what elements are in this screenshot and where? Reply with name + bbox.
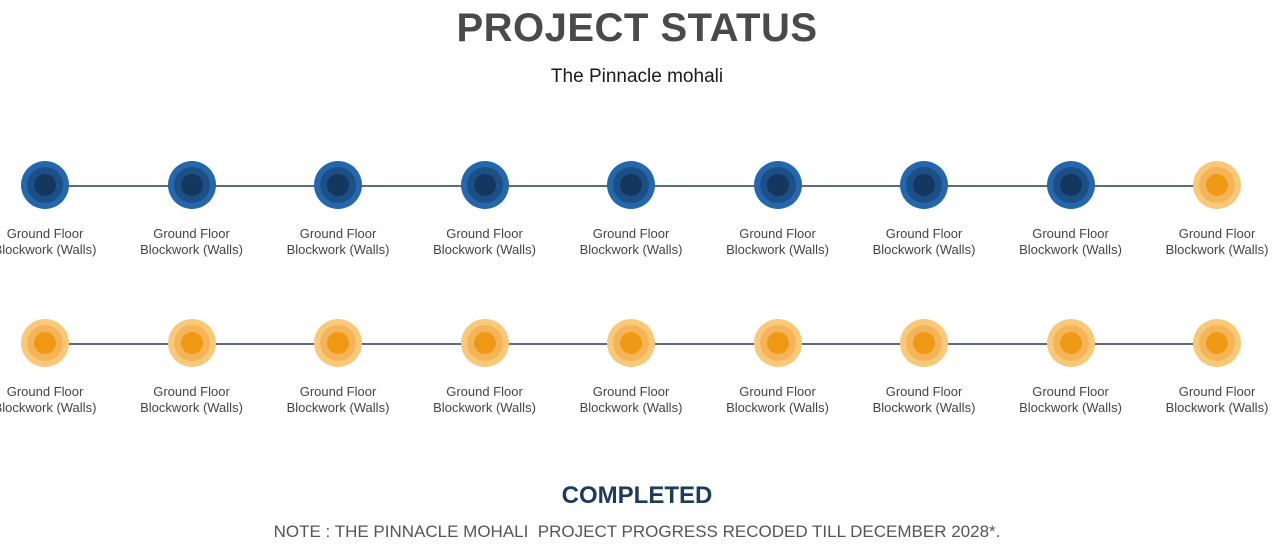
timeline-step: Ground Floor Blockwork (Walls) [718, 161, 838, 258]
timeline-step: Ground Floor Blockwork (Walls) [1157, 319, 1274, 416]
timeline-step: Ground Floor Blockwork (Walls) [1011, 319, 1131, 416]
step-label-line2: Blockwork (Walls) [872, 400, 976, 415]
pending-milestone-icon [607, 319, 655, 367]
step-label-line2: Blockwork (Walls) [1019, 242, 1122, 257]
completed-milestone-icon [1046, 161, 1095, 209]
step-label: Ground Floor Blockwork (Walls) [425, 384, 545, 416]
pending-milestone-icon [21, 319, 69, 367]
pending-milestone-icon [1193, 161, 1241, 209]
step-label: Ground Floor Blockwork (Walls) [571, 384, 691, 416]
step-label-line1: Ground Floor [885, 226, 963, 241]
step-label-line2: Blockwork (Walls) [0, 242, 97, 257]
step-label-line1: Ground Floor [446, 226, 523, 241]
step-label-line2: Blockwork (Walls) [433, 400, 536, 415]
timeline-step: Ground Floor Blockwork (Walls) [1011, 161, 1131, 258]
step-label-line1: Ground Floor [299, 384, 377, 399]
step-label-line1: Ground Floor [592, 226, 670, 241]
step-label-line2: Blockwork (Walls) [0, 400, 97, 415]
step-label-line1: Ground Floor [299, 226, 377, 241]
completed-milestone-icon [314, 161, 362, 209]
timeline-step: Ground Floor Blockwork (Walls) [864, 319, 984, 416]
pending-milestone-icon [1193, 319, 1241, 367]
step-label-line2: Blockwork (Walls) [140, 242, 243, 257]
step-label: Ground Floor Blockwork (Walls) [864, 226, 984, 258]
timeline-step: Ground Floor Blockwork (Walls) [0, 319, 105, 416]
timeline-step: Ground Floor Blockwork (Walls) [278, 161, 398, 258]
step-label-line1: Ground Floor [592, 384, 670, 399]
step-label-line1: Ground Floor [1178, 226, 1256, 241]
timeline-step: Ground Floor Blockwork (Walls) [1157, 161, 1274, 258]
timeline-step: Ground Floor Blockwork (Walls) [0, 161, 105, 258]
step-label-line2: Blockwork (Walls) [286, 400, 390, 415]
step-label-line2: Blockwork (Walls) [726, 400, 829, 415]
step-label: Ground Floor Blockwork (Walls) [1011, 226, 1131, 258]
step-label-line2: Blockwork (Walls) [1165, 242, 1269, 257]
step-label: Ground Floor Blockwork (Walls) [0, 384, 105, 416]
pending-milestone-icon [1046, 319, 1095, 367]
timeline-step: Ground Floor Blockwork (Walls) [425, 319, 545, 416]
step-label-line2: Blockwork (Walls) [286, 242, 390, 257]
completion-status: COMPLETED [561, 482, 713, 509]
pending-milestone-icon [753, 319, 802, 367]
step-label: Ground Floor Blockwork (Walls) [0, 226, 105, 258]
step-label-line1: Ground Floor [1032, 226, 1109, 241]
step-label: Ground Floor Blockwork (Walls) [864, 384, 984, 416]
step-label-line2: Blockwork (Walls) [579, 400, 683, 415]
step-label: Ground Floor Blockwork (Walls) [425, 226, 545, 258]
step-label: Ground Floor Blockwork (Walls) [1011, 384, 1131, 416]
step-label-line1: Ground Floor [153, 384, 230, 399]
step-label-line1: Ground Floor [739, 384, 816, 399]
timeline-step: Ground Floor Blockwork (Walls) [571, 319, 691, 416]
project-name: The Pinnacle mohali [550, 66, 724, 87]
step-label: Ground Floor Blockwork (Walls) [718, 384, 838, 416]
timeline-row: Ground Floor Blockwork (Walls) Ground Floo… [0, 314, 1274, 424]
step-label-line1: Ground Floor [885, 384, 963, 399]
timeline-step: Ground Floor Blockwork (Walls) [718, 319, 838, 416]
step-label-line1: Ground Floor [153, 226, 230, 241]
timeline-step: Ground Floor Blockwork (Walls) [864, 161, 984, 258]
page-title: PROJECT STATUS [456, 6, 818, 50]
step-label: Ground Floor Blockwork (Walls) [278, 226, 398, 258]
timeline-step: Ground Floor Blockwork (Walls) [132, 319, 252, 416]
completed-milestone-icon [607, 161, 655, 209]
step-label-line2: Blockwork (Walls) [140, 400, 243, 415]
timeline-step: Ground Floor Blockwork (Walls) [425, 161, 545, 258]
progress-note: NOTE : THE PINNACLE MOHALI PROJECT PROGR… [273, 522, 1001, 541]
step-label: Ground Floor Blockwork (Walls) [718, 226, 838, 258]
step-label: Ground Floor Blockwork (Walls) [1157, 384, 1274, 416]
step-label-line1: Ground Floor [1032, 384, 1109, 399]
step-label-line2: Blockwork (Walls) [726, 242, 829, 257]
pending-milestone-icon [460, 319, 509, 367]
step-label-line1: Ground Floor [739, 226, 816, 241]
step-label-line1: Ground Floor [6, 384, 84, 399]
step-label-line1: Ground Floor [6, 226, 84, 241]
completed-milestone-icon [460, 161, 509, 209]
step-label: Ground Floor Blockwork (Walls) [278, 384, 398, 416]
timeline-step: Ground Floor Blockwork (Walls) [571, 161, 691, 258]
step-label-line2: Blockwork (Walls) [433, 242, 536, 257]
completed-milestone-icon [753, 161, 802, 209]
step-label-line2: Blockwork (Walls) [1165, 400, 1269, 415]
pending-milestone-icon [900, 319, 948, 367]
step-label-line1: Ground Floor [1178, 384, 1256, 399]
completed-milestone-icon [900, 161, 948, 209]
step-label-line2: Blockwork (Walls) [579, 242, 683, 257]
step-label: Ground Floor Blockwork (Walls) [1157, 226, 1274, 258]
pending-milestone-icon [314, 319, 362, 367]
pending-milestone-icon [167, 319, 216, 367]
step-label-line2: Blockwork (Walls) [1019, 400, 1122, 415]
step-label-line1: Ground Floor [446, 384, 523, 399]
completed-milestone-icon [167, 161, 216, 209]
step-label: Ground Floor Blockwork (Walls) [132, 384, 252, 416]
completed-milestone-icon [21, 161, 69, 209]
timeline-step: Ground Floor Blockwork (Walls) [132, 161, 252, 258]
step-label: Ground Floor Blockwork (Walls) [132, 226, 252, 258]
step-label-line2: Blockwork (Walls) [872, 242, 976, 257]
timeline-row: Ground Floor Blockwork (Walls) Ground Floo… [0, 156, 1274, 266]
step-label: Ground Floor Blockwork (Walls) [571, 226, 691, 258]
timeline-step: Ground Floor Blockwork (Walls) [278, 319, 398, 416]
